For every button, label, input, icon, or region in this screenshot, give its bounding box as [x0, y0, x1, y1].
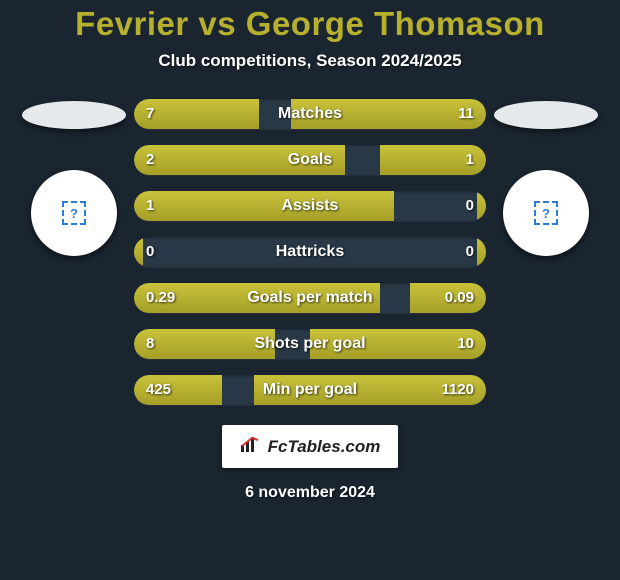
footer: FcTables.com 6 november 2024 [222, 425, 399, 502]
stat-label: Assists [134, 191, 486, 221]
body-area: ? 711Matches 21Goals 10Assists 00Hattricks 0… [0, 99, 620, 405]
page-subtitle: Club competitions, Season 2024/2025 [158, 51, 461, 71]
stat-row: 00Hattricks [134, 237, 486, 267]
left-flag [22, 101, 126, 129]
stat-row: 4251120Min per goal [134, 375, 486, 405]
right-flag [494, 101, 598, 129]
stat-row: 810Shots per goal [134, 329, 486, 359]
question-icon: ? [62, 201, 86, 225]
right-club-circle: ? [503, 170, 589, 256]
stat-label: Shots per goal [134, 329, 486, 359]
right-player-col: ? [486, 99, 606, 256]
stat-row: 0.290.09Goals per match [134, 283, 486, 313]
page-title: Fevrier vs George Thomason [75, 5, 545, 43]
stat-label: Goals [134, 145, 486, 175]
stat-row: 10Assists [134, 191, 486, 221]
comparison-card: Fevrier vs George Thomason Club competit… [0, 0, 620, 580]
date-text: 6 november 2024 [245, 484, 375, 502]
brand-text: FcTables.com [268, 437, 381, 457]
stat-label: Matches [134, 99, 486, 129]
left-player-col: ? [14, 99, 134, 256]
brand-box: FcTables.com [222, 425, 399, 468]
stat-label: Hattricks [134, 237, 486, 267]
question-icon: ? [534, 201, 558, 225]
stat-row: 711Matches [134, 99, 486, 129]
stat-row: 21Goals [134, 145, 486, 175]
stat-label: Min per goal [134, 375, 486, 405]
left-club-circle: ? [31, 170, 117, 256]
chart-icon [240, 435, 262, 458]
stats-column: 711Matches 21Goals 10Assists 00Hattricks 0.2… [134, 99, 486, 405]
stat-label: Goals per match [134, 283, 486, 313]
